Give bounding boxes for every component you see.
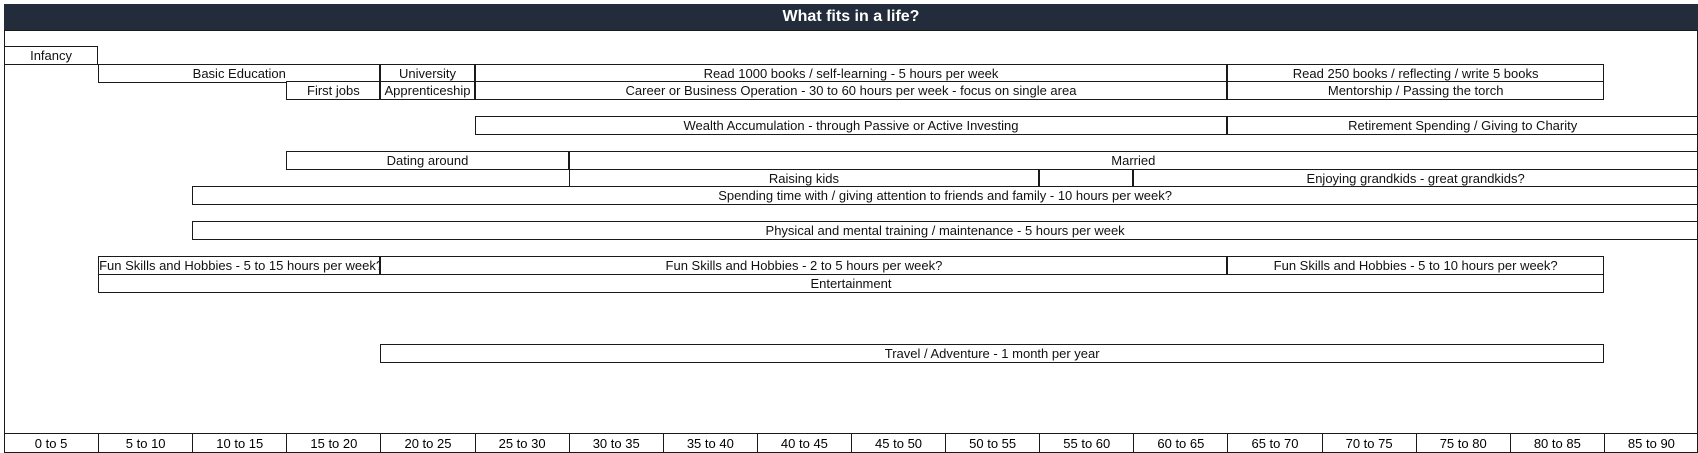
age-range-label: 65 to 70 bbox=[1227, 434, 1321, 453]
activity-bar: Raising kids bbox=[568, 168, 1040, 188]
activity-bar: Wealth Accumulation - through Passive or… bbox=[474, 116, 1228, 135]
age-range-label: 15 to 20 bbox=[286, 434, 380, 453]
age-range-label: 40 to 45 bbox=[756, 434, 851, 453]
age-range-label: 25 to 30 bbox=[474, 434, 569, 453]
age-range-label: 50 to 55 bbox=[945, 434, 1039, 453]
activity-bar: First jobs bbox=[286, 81, 381, 100]
activity-bar: Married bbox=[568, 151, 1698, 170]
activity-bar: Physical and mental training / maintenan… bbox=[192, 221, 1698, 240]
age-range-label: 70 to 75 bbox=[1321, 434, 1416, 453]
age-range-label: 85 to 90 bbox=[1603, 434, 1698, 453]
chart-title: What fits in a life? bbox=[4, 4, 1698, 30]
activity-bar: Read 250 books / reflecting / write 5 bo… bbox=[1227, 63, 1604, 83]
activity-bar: Spending time with / giving attention to… bbox=[192, 186, 1698, 205]
activity-bar: Mentorship / Passing the torch bbox=[1227, 81, 1604, 100]
timeline-sheet: What fits in a life? Infancy Basic Educat… bbox=[4, 4, 1698, 453]
activity-bar: Retirement Spending / Giving to Charity bbox=[1227, 116, 1698, 135]
activity-bars: Infancy Basic Education University Read 100… bbox=[4, 4, 1698, 452]
activity-bar: University bbox=[380, 63, 475, 83]
activity-bar: Fun Skills and Hobbies - 2 to 5 hours pe… bbox=[380, 256, 1228, 275]
age-axis: 0 to 5 5 to 10 10 to 15 15 to 20 20 to 25 25 … bbox=[4, 433, 1698, 453]
age-range-label: 20 to 25 bbox=[380, 434, 474, 453]
age-range-label: 80 to 85 bbox=[1509, 434, 1604, 453]
activity-bar: Fun Skills and Hobbies - 5 to 10 hours p… bbox=[1227, 256, 1604, 275]
age-range-label: 75 to 80 bbox=[1415, 434, 1510, 453]
age-range-label: 10 to 15 bbox=[192, 434, 286, 453]
age-range-label: 60 to 65 bbox=[1133, 434, 1227, 453]
activity-bar: Entertainment bbox=[98, 273, 1604, 293]
age-range-label: 30 to 35 bbox=[568, 434, 663, 453]
activity-bar: Infancy bbox=[4, 46, 99, 65]
age-range-label: 35 to 40 bbox=[662, 434, 757, 453]
activity-bar: Basic Education bbox=[98, 63, 381, 83]
age-range-label: 55 to 60 bbox=[1039, 434, 1133, 453]
age-range-label: 45 to 50 bbox=[851, 434, 945, 453]
activity-bar: Enjoying grandkids - great grandkids? bbox=[1133, 168, 1698, 188]
activity-bar: Dating around bbox=[286, 151, 569, 170]
activity-bar: Read 1000 books / self-learning - 5 hour… bbox=[474, 63, 1228, 83]
age-range-label: 5 to 10 bbox=[98, 434, 192, 453]
activity-bar: Travel / Adventure - 1 month per year bbox=[380, 343, 1604, 363]
activity-bar: Career or Business Operation - 30 to 60 … bbox=[474, 81, 1228, 100]
activity-bar: Apprenticeship bbox=[380, 81, 475, 100]
activity-bar: Fun Skills and Hobbies - 5 to 15 hours p… bbox=[98, 256, 381, 275]
activity-bar bbox=[1039, 168, 1134, 188]
age-range-label: 0 to 5 bbox=[34, 436, 68, 451]
